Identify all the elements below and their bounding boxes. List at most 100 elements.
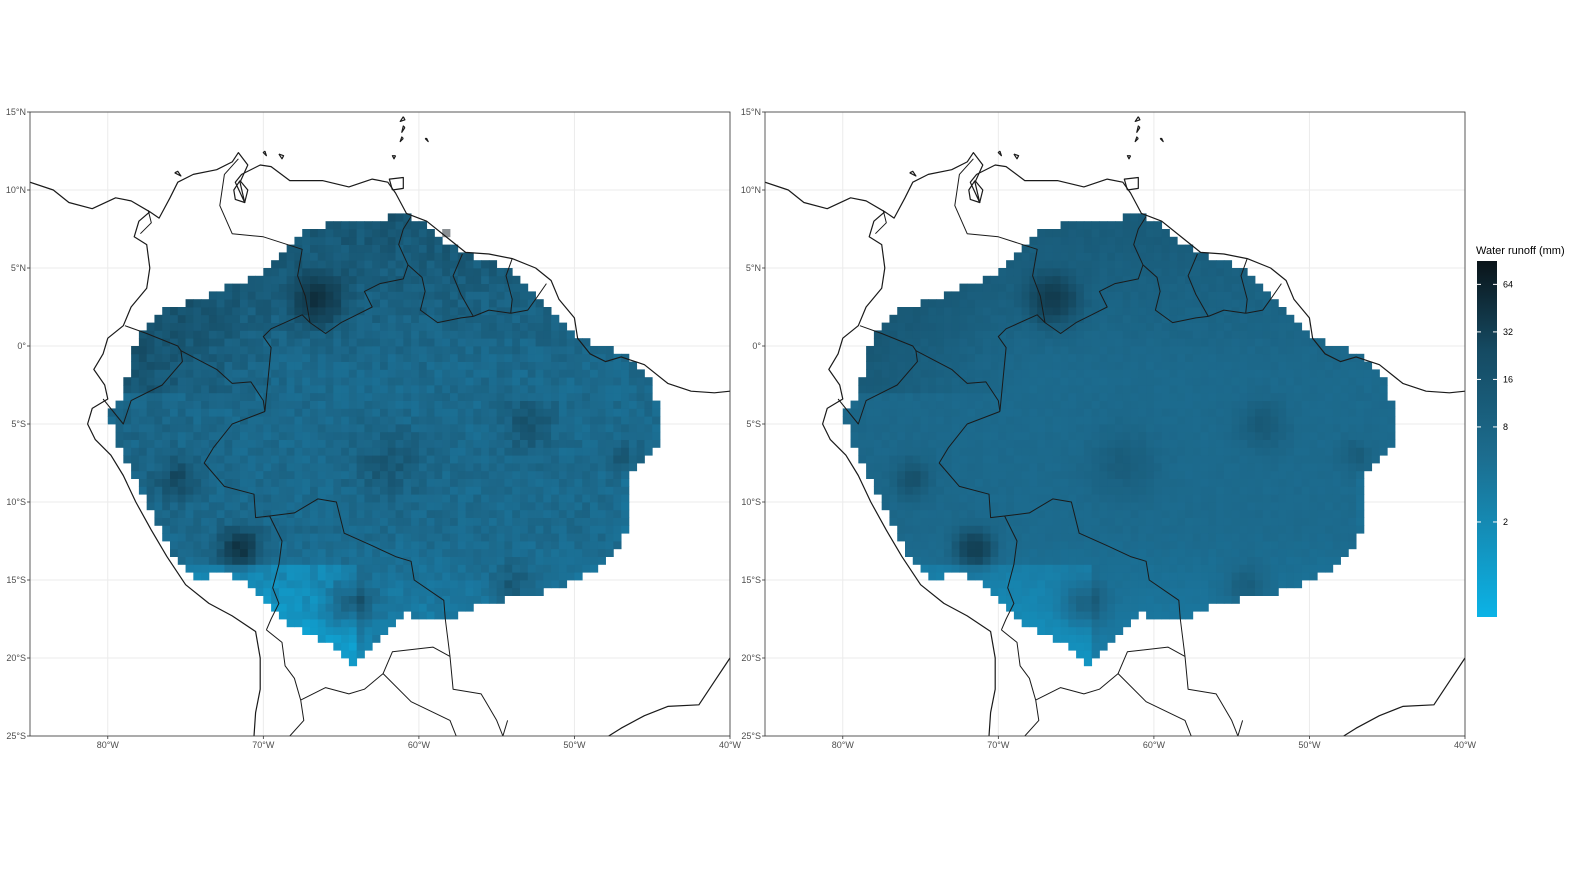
legend-tick-label: 64	[1503, 279, 1513, 289]
legend-title: Water runoff (mm)	[1476, 245, 1565, 257]
country-outlines	[765, 116, 1465, 736]
coastline	[822, 211, 996, 736]
missing-cell	[442, 229, 451, 238]
island-outline	[262, 150, 267, 157]
country-border	[140, 210, 152, 235]
country-border	[510, 283, 547, 314]
island-outline	[388, 176, 404, 191]
y-tick-label: 10°N	[6, 185, 26, 195]
country-border	[449, 656, 504, 736]
country-border	[266, 629, 302, 701]
y-tick-label: 20°S	[741, 653, 761, 663]
coastline	[765, 152, 1465, 394]
y-tick-label: 5°S	[746, 419, 761, 429]
y-tick-label: 5°N	[11, 263, 26, 273]
country-border	[1237, 720, 1244, 736]
country-border	[1024, 700, 1040, 736]
y-tick-label: 5°S	[11, 419, 26, 429]
runoff-legend: Water runoff (mm) 64 32 16 8 2	[1476, 245, 1565, 617]
island-outline	[1126, 155, 1132, 160]
country-border	[1187, 253, 1209, 317]
country-border	[265, 515, 283, 631]
y-tick-label: 15°S	[741, 575, 761, 585]
country-border	[505, 258, 513, 314]
coastline	[608, 657, 730, 736]
island-outline	[399, 136, 404, 143]
country-border	[1133, 216, 1147, 266]
island-outline	[1134, 116, 1141, 122]
x-tick-label: 70°W	[252, 740, 275, 750]
island-outline	[391, 155, 397, 160]
country-border	[954, 158, 1046, 412]
country-outlines	[30, 116, 730, 736]
coastline	[233, 180, 249, 204]
country-border	[203, 411, 270, 519]
country-border	[875, 210, 887, 235]
country-border	[398, 216, 412, 266]
coastline	[30, 152, 730, 394]
country-border	[1000, 515, 1018, 631]
country-border	[1240, 258, 1248, 314]
country-border	[1044, 264, 1144, 334]
country-border	[915, 350, 1001, 412]
island-outline	[997, 150, 1002, 157]
island-outline	[1013, 153, 1020, 160]
runoff-raster	[107, 213, 661, 667]
coastline	[968, 180, 984, 204]
country-border	[1004, 498, 1186, 657]
legend-ticks: 64 32 16 8 2	[1477, 279, 1513, 527]
island-outline	[1134, 136, 1139, 143]
x-tick-label: 60°W	[1143, 740, 1166, 750]
island-outline	[1123, 176, 1139, 191]
y-tick-label: 15°N	[741, 107, 761, 117]
x-tick-label: 50°W	[1298, 740, 1321, 750]
map-panel-left: 80°W 70°W 60°W 50°W 40°W 15°N 10°N 5°N 0° 5°S 10°S…	[6, 107, 742, 750]
country-border	[837, 325, 918, 425]
y-tick-label: 25°S	[741, 731, 761, 741]
country-border	[473, 309, 511, 317]
island-outline	[424, 137, 429, 143]
coastline	[87, 211, 261, 736]
y-tick-label: 10°S	[6, 497, 26, 507]
country-border	[938, 411, 1005, 519]
y-tick-label: 0°	[752, 341, 761, 351]
island-outline	[1136, 125, 1141, 133]
island-outline	[1159, 137, 1164, 143]
country-border	[452, 253, 474, 317]
map-panel-right: 80°W 70°W 60°W 50°W 40°W 15°N 10°N 5°N 0° 5°S 10°S…	[741, 107, 1477, 750]
y-tick-label: 15°N	[6, 107, 26, 117]
country-border	[102, 325, 183, 425]
country-border	[382, 673, 457, 736]
x-tick-label: 50°W	[563, 740, 586, 750]
y-tick-label: 15°S	[6, 575, 26, 585]
country-border	[1142, 264, 1209, 324]
legend-tick-label: 32	[1503, 327, 1513, 337]
country-border	[219, 158, 311, 412]
island-outline	[399, 116, 406, 122]
coastline	[1343, 657, 1465, 736]
country-border	[1117, 673, 1192, 736]
x-tick-label: 40°W	[719, 740, 742, 750]
legend-colorbar	[1477, 261, 1497, 617]
country-border	[180, 350, 266, 412]
y-tick-label: 10°N	[741, 185, 761, 195]
country-border	[300, 646, 451, 701]
legend-tick-label: 2	[1503, 517, 1508, 527]
x-tick-label: 70°W	[987, 740, 1010, 750]
runoff-raster	[842, 213, 1396, 667]
island-outline	[401, 125, 406, 133]
country-border	[289, 700, 305, 736]
y-tick-label: 20°S	[6, 653, 26, 663]
island-outline	[174, 170, 182, 177]
country-border	[1245, 283, 1282, 314]
legend-tick-label: 8	[1503, 422, 1508, 432]
country-border	[1184, 656, 1239, 736]
country-border	[1035, 646, 1186, 701]
country-border	[309, 264, 409, 334]
country-border	[1208, 309, 1246, 317]
x-tick-label: 80°W	[832, 740, 855, 750]
country-border	[1001, 629, 1037, 701]
x-tick-label: 60°W	[408, 740, 431, 750]
island-outline	[278, 153, 285, 160]
